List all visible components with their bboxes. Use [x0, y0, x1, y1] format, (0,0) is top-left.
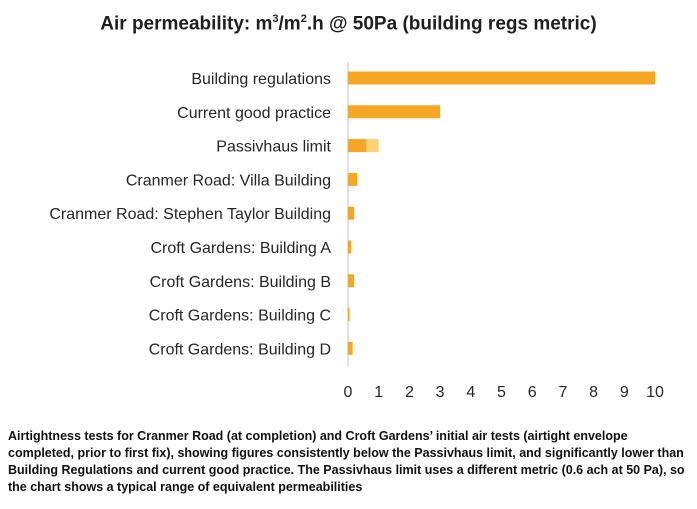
x-tick-label: 0 — [344, 384, 353, 401]
title-sup-2: 2 — [300, 13, 307, 25]
bar — [348, 206, 355, 220]
bar — [348, 139, 367, 153]
x-tick-label: 7 — [558, 384, 567, 401]
chart-title: Air permeability: m3/m2.h @ 50Pa (buildi… — [0, 13, 697, 35]
bar-chart: Building regulations Current good practic… — [49, 62, 664, 401]
category-label: Cranmer Road: Stephen Taylor Building — [49, 206, 331, 223]
category-label: Current good practice — [177, 105, 331, 122]
x-tick-label: 2 — [405, 384, 414, 401]
category-label: Croft Gardens: Building C — [149, 308, 331, 325]
category-label: Croft Gardens: Building A — [150, 240, 331, 257]
bar — [348, 172, 358, 186]
title-sup-3: 3 — [272, 13, 279, 25]
x-tick-label: 1 — [374, 384, 383, 401]
title-part-2: /m — [278, 13, 301, 35]
bar — [348, 341, 353, 355]
bar — [348, 274, 355, 288]
category-label: Cranmer Road: Villa Building — [126, 172, 331, 189]
category-label: Croft Gardens: Building B — [150, 274, 331, 291]
x-tick-label: 5 — [497, 384, 506, 401]
bar — [348, 308, 350, 322]
x-tick-label: 4 — [466, 384, 475, 401]
bar — [348, 105, 441, 119]
category-label: Croft Gardens: Building D — [149, 341, 331, 358]
x-tick-label: 10 — [646, 384, 664, 401]
bar — [348, 71, 655, 85]
x-tick-label: 6 — [528, 384, 537, 401]
title-part-3: .h @ 50Pa (building regs metric) — [306, 13, 597, 35]
bar — [348, 240, 352, 254]
category-label: Building regulations — [191, 71, 331, 88]
title-part-1: Air permeability: m — [100, 13, 273, 35]
category-label: Passivhaus limit — [216, 139, 331, 156]
x-tick-label: 9 — [620, 384, 629, 401]
range-bar — [366, 139, 379, 153]
figure-caption: Airtightness tests for Cranmer Road (at … — [8, 429, 685, 494]
x-tick-label: 3 — [436, 384, 445, 401]
x-tick-label: 8 — [589, 384, 598, 401]
